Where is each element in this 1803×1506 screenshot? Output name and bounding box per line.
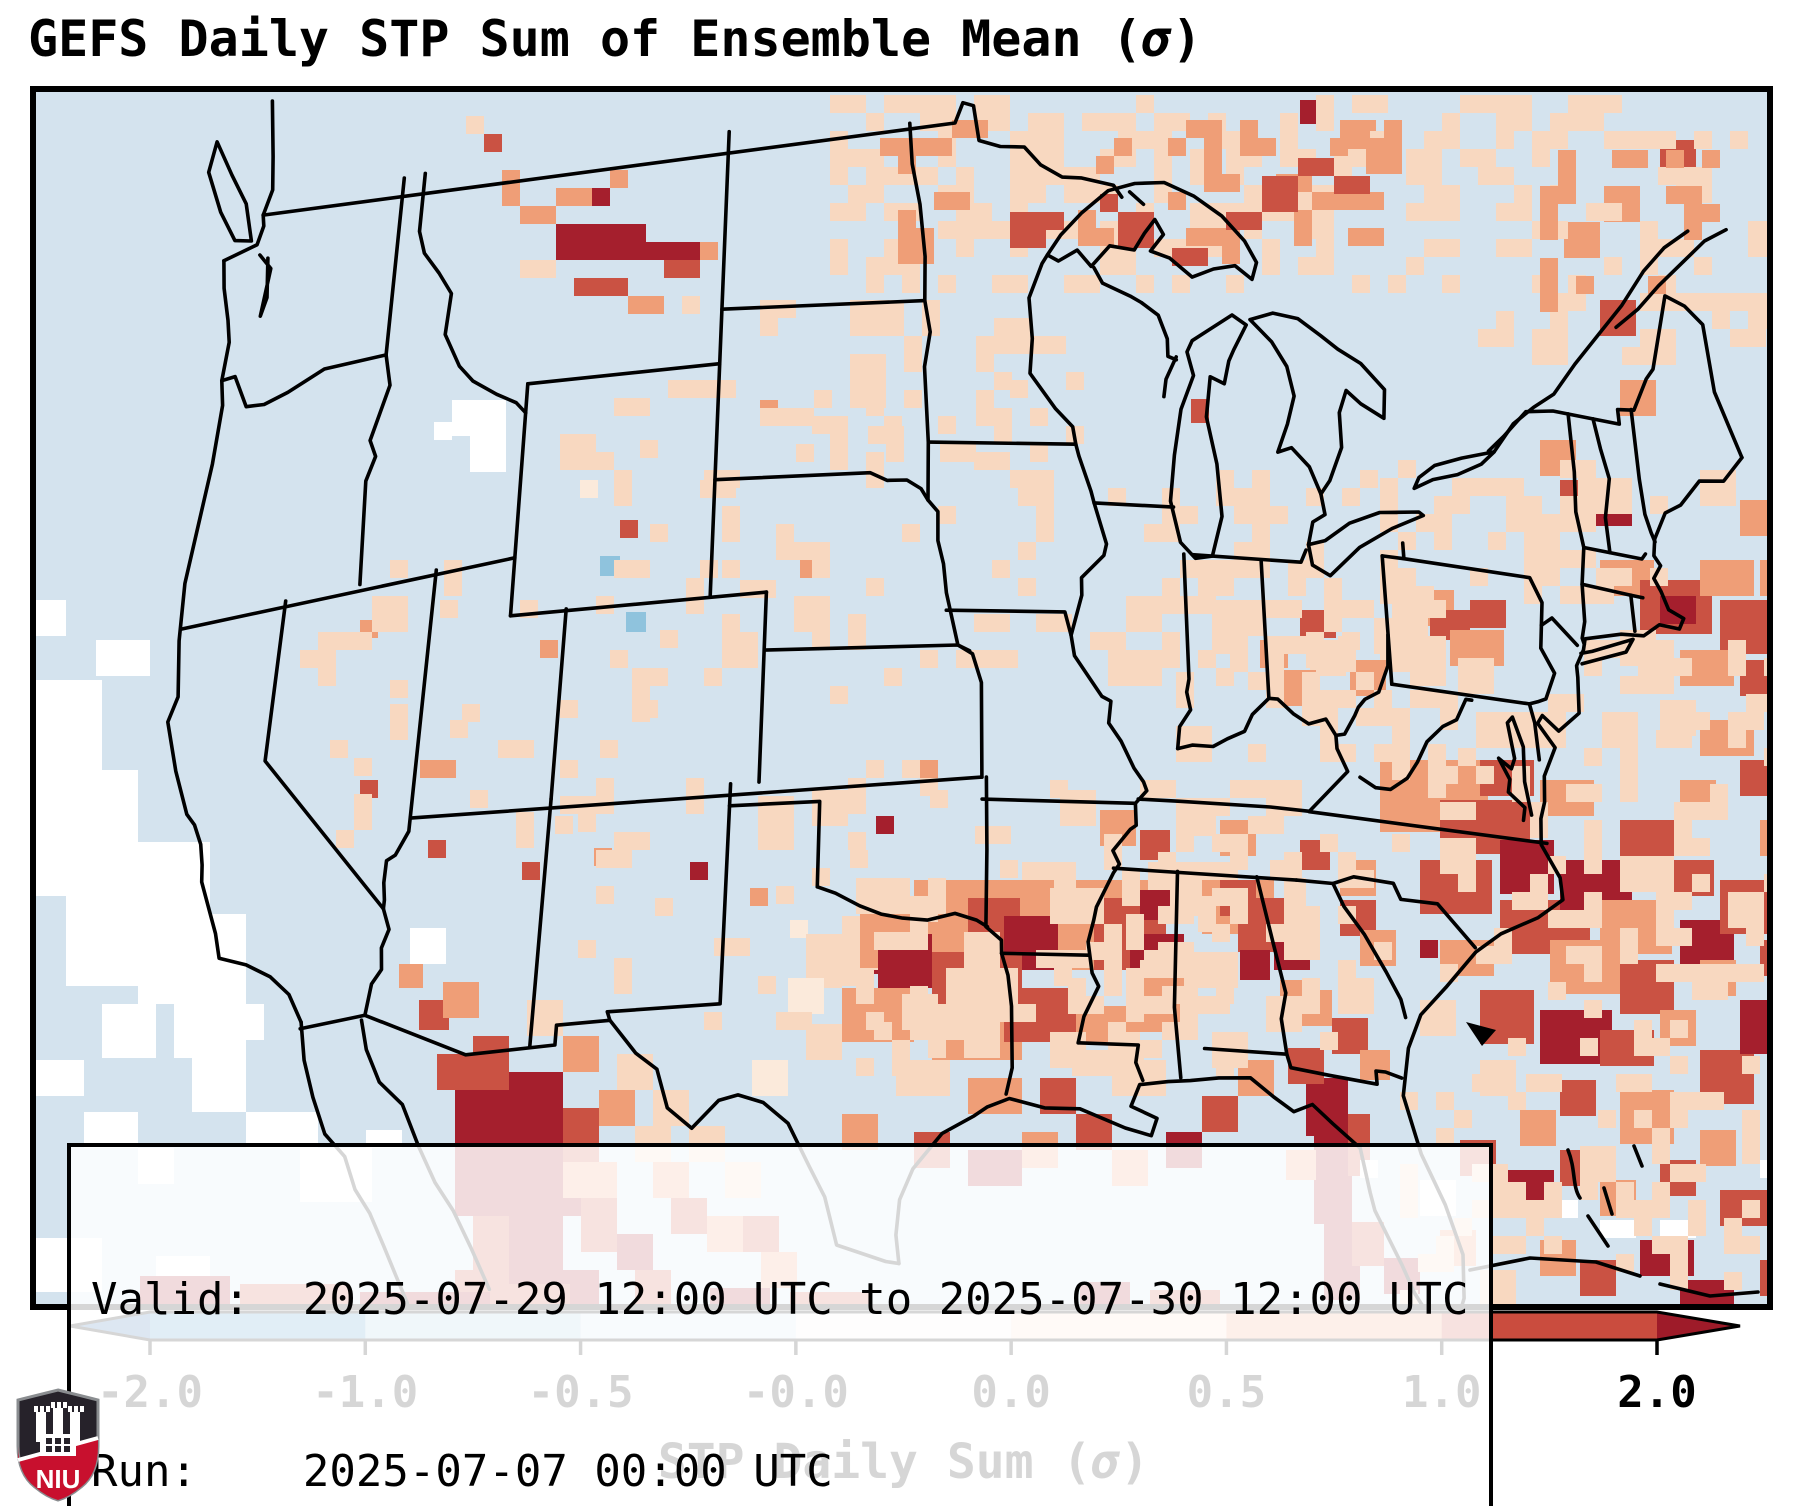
niu-logo: NIU bbox=[16, 1388, 100, 1502]
sigma-symbol: σ bbox=[1141, 10, 1172, 68]
us-map bbox=[30, 86, 1773, 1310]
run-row: Run: 2025-07-07 00:00 UTC bbox=[91, 1443, 1469, 1500]
validity-info-box: Valid: 2025-07-29 12:00 UTC to 2025-07-3… bbox=[67, 1143, 1493, 1506]
run-label: Run: bbox=[91, 1445, 197, 1497]
niu-logo-text: NIU bbox=[36, 1464, 81, 1494]
valid-value: 2025-07-29 12:00 UTC to 2025-07-30 12:00… bbox=[302, 1274, 1469, 1326]
island-mark bbox=[1466, 1022, 1496, 1046]
run-value: 2025-07-07 00:00 UTC bbox=[302, 1445, 833, 1497]
niu-shield-red bbox=[18, 1438, 98, 1500]
figure-title: GEFS Daily STP Sum of Ensemble Mean (σ) bbox=[28, 10, 1202, 68]
state-borders bbox=[166, 99, 1773, 1310]
valid-label: Valid: bbox=[91, 1274, 250, 1326]
valid-row: Valid: 2025-07-29 12:00 UTC to 2025-07-3… bbox=[91, 1271, 1469, 1328]
niu-castle-windows bbox=[46, 1438, 70, 1452]
colorbar-tick-label: 2.0 bbox=[1617, 1367, 1696, 1418]
figure-title-close: ) bbox=[1171, 10, 1203, 68]
figure-title-text: GEFS Daily STP Sum of Ensemble Mean ( bbox=[28, 10, 1142, 68]
